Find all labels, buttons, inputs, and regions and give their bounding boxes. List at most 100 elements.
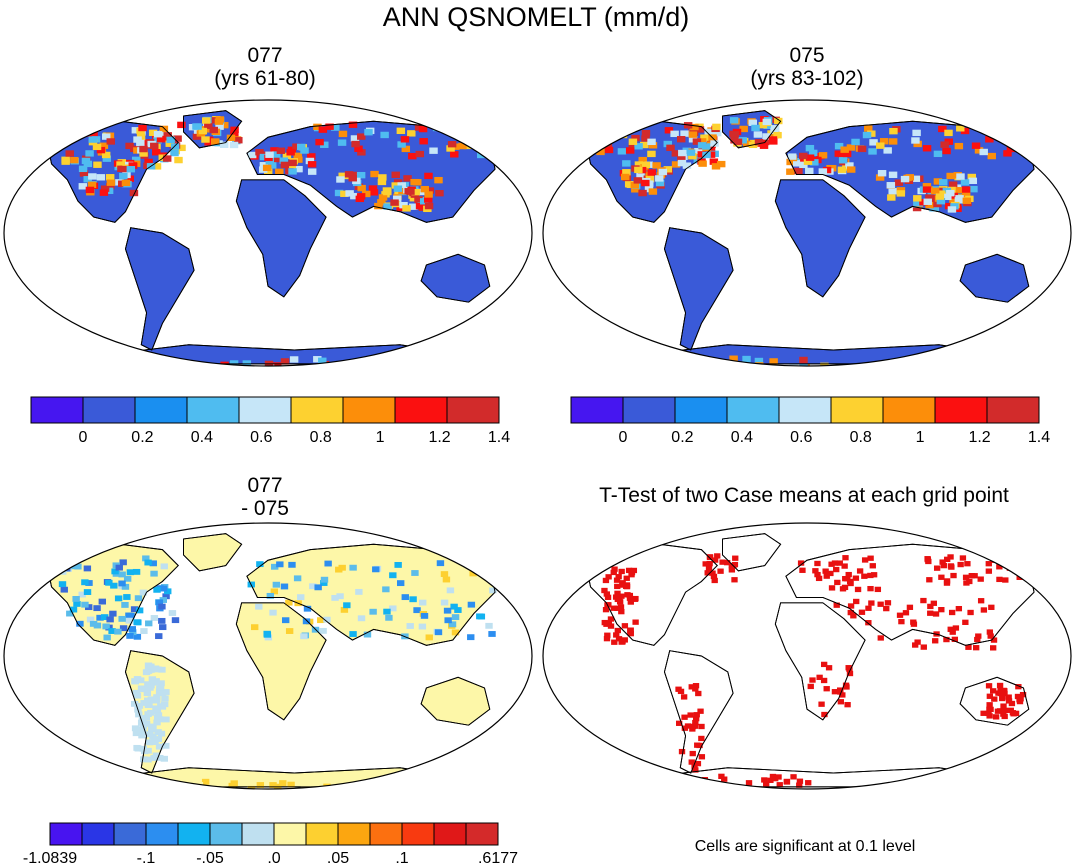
coastline-eurasia: [246, 543, 496, 646]
snow-cell: [742, 140, 752, 148]
diff-cell: [84, 604, 93, 611]
snow-cell: [165, 140, 174, 147]
snow-cell: [877, 170, 887, 177]
snow-cell: [799, 152, 808, 160]
significant-cell: [947, 554, 954, 560]
diff-cell: [135, 702, 144, 709]
diff-cell: [160, 701, 169, 708]
significant-cell: [951, 636, 959, 643]
significant-cell: [623, 575, 630, 581]
snow-cell: [917, 360, 926, 366]
snow-cell: [636, 171, 645, 178]
significant-cell: [613, 577, 621, 583]
snow-cell: [786, 168, 795, 175]
snow-cell: [313, 356, 322, 363]
snow-cell: [809, 149, 818, 157]
significant-cell: [914, 639, 921, 645]
diff-cell: [54, 785, 62, 789]
diff-cell: [230, 780, 238, 787]
significant-cell: [973, 645, 980, 651]
significant-cell: [714, 553, 721, 559]
snow-cell: [638, 156, 647, 164]
snow-cell: [268, 162, 277, 169]
snow-cell: [382, 187, 392, 194]
snow-cell: [597, 130, 606, 137]
significant-cell: [944, 556, 951, 562]
coastline-australia: [959, 676, 1030, 726]
significant-cell: [689, 750, 696, 757]
colorbar-swatch: [145, 822, 179, 846]
significant-cell: [623, 582, 631, 588]
significant-cell: [869, 563, 876, 569]
snow-cell: [834, 142, 844, 150]
snow-cell: [229, 360, 239, 366]
diff-cell: [171, 617, 180, 624]
snow-cell: [83, 176, 92, 183]
snow-cell: [628, 142, 637, 150]
significant-cell: [847, 603, 855, 609]
significant-cell: [949, 629, 956, 635]
snow-cell: [455, 355, 464, 363]
snow-cell: [799, 363, 808, 366]
snow-cell: [712, 123, 721, 131]
significant-cell: [658, 774, 665, 781]
diff-cell: [320, 580, 328, 586]
snow-cell: [888, 171, 898, 178]
snow-cell: [435, 190, 444, 197]
snow-cell: [411, 188, 420, 196]
figure-title: ANN QSNOMELT (mm/d): [382, 2, 690, 32]
snow-cell: [700, 134, 709, 141]
diff-cell: [89, 620, 98, 627]
diff-cell: [147, 709, 155, 716]
snow-cell: [125, 142, 134, 150]
snow-cell: [419, 138, 428, 145]
colorbar-swatch: [113, 822, 147, 846]
snow-cell: [946, 189, 955, 197]
snow-cell: [658, 168, 668, 176]
snow-cell: [751, 124, 760, 132]
diff-cell: [121, 602, 129, 608]
snow-cell: [415, 202, 425, 210]
diff-cell: [110, 582, 118, 589]
snow-cell: [434, 176, 443, 184]
diff-cell: [409, 596, 417, 603]
snow-cell: [201, 136, 210, 143]
panel-1-title-line-2: (yrs 61-80): [214, 67, 316, 90]
significant-cell: [988, 604, 995, 610]
colorbar-swatch: [273, 822, 307, 846]
significant-cell: [718, 773, 725, 779]
snow-cell: [58, 136, 67, 143]
coastline-northAmerica: [584, 543, 718, 646]
snow-cell: [666, 144, 675, 152]
snow-cell: [392, 362, 402, 366]
diff-cell: [76, 620, 84, 627]
diff-cell: [105, 579, 113, 586]
diff-cell: [434, 629, 443, 636]
significant-cell: [985, 683, 993, 689]
snow-cell: [129, 189, 139, 197]
significant-cell: [809, 677, 816, 683]
snow-cell: [263, 168, 273, 175]
snow-cell: [356, 171, 366, 179]
significant-cell: [839, 586, 847, 592]
colorbar-label: .05: [327, 850, 349, 867]
significant-cell: [796, 778, 804, 784]
snow-cell: [126, 166, 136, 173]
snow-cell: [692, 138, 702, 145]
significant-cell: [602, 607, 610, 613]
snow-cell: [364, 129, 373, 136]
significant-cell: [717, 568, 724, 574]
coastline-australia: [959, 253, 1030, 303]
snow-cell: [894, 179, 904, 186]
snow-cell: [288, 159, 297, 167]
significant-cell: [943, 636, 950, 643]
colorbar-label: 1: [376, 429, 385, 446]
snow-cell: [202, 117, 211, 124]
snow-cell: [368, 185, 378, 192]
snow-cell: [676, 136, 686, 143]
diff-cell: [274, 783, 282, 789]
snow-cell: [338, 172, 347, 180]
diff-cell: [338, 564, 346, 571]
colorbar-swatch: [433, 822, 467, 846]
significant-cell: [615, 574, 622, 580]
